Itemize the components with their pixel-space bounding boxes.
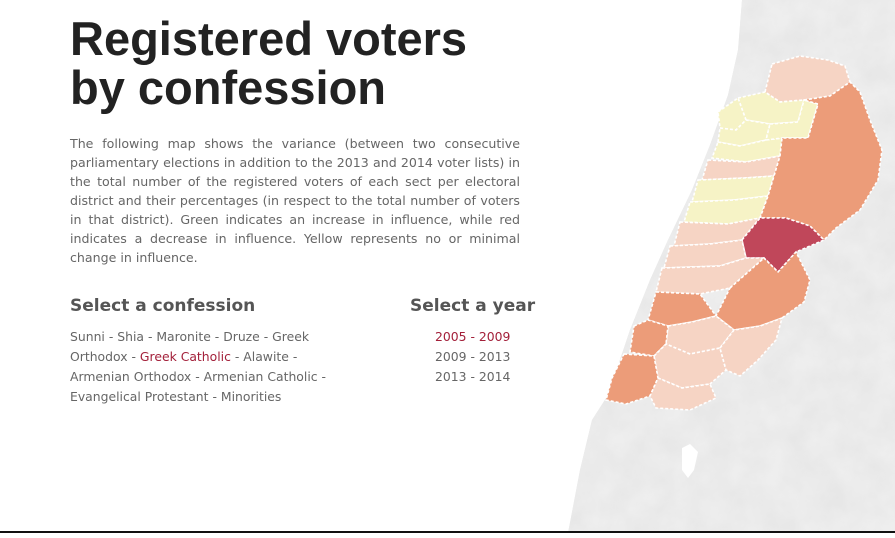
page-title: Registered voters by confession xyxy=(70,14,550,112)
district-baalbek-hermel[interactable] xyxy=(758,80,883,242)
confession-separator: - xyxy=(210,329,224,344)
confession-list: Sunni - Shia - Maronite - Druze - Greek … xyxy=(70,327,340,407)
year-option-2[interactable]: 2009 - 2013 xyxy=(435,349,511,364)
confession-armenian-catholic[interactable]: Armenian Catholic xyxy=(203,369,318,384)
confession-separator: - xyxy=(288,349,298,364)
map-description: The following map shows the variance (be… xyxy=(70,136,520,265)
year-option-3[interactable]: 2013 - 2014 xyxy=(435,369,511,384)
title-line-2: by confession xyxy=(70,61,387,114)
district-bsharri[interactable] xyxy=(764,99,819,141)
district-bint-jbeil[interactable] xyxy=(649,376,718,411)
confession-separator: - xyxy=(104,329,118,344)
confession-heading: Select a confession xyxy=(70,296,256,316)
year-heading: Select a year xyxy=(410,296,536,316)
district-group xyxy=(605,55,883,411)
confession-greek-catholic[interactable]: Greek Catholic xyxy=(139,349,231,364)
year-option-1[interactable]: 2005 - 2009 xyxy=(435,329,511,344)
district-saida[interactable] xyxy=(629,319,669,357)
confession-separator: - xyxy=(208,389,221,404)
confession-separator: - xyxy=(191,369,204,384)
confession-minorities[interactable]: Minorities xyxy=(220,389,282,404)
title-line-1: Registered voters xyxy=(70,12,468,65)
confession-sunni[interactable]: Sunni xyxy=(70,329,105,344)
map-svg xyxy=(568,0,895,533)
confession-armenian-orthodox[interactable]: Armenian Orthodox xyxy=(70,369,192,384)
confession-evangelical-protestant[interactable]: Evangelical Protestant xyxy=(70,389,209,404)
lake-shape xyxy=(682,444,698,478)
confession-greek-orthodox[interactable]: Greek Orthodox xyxy=(70,329,310,364)
confession-separator: - xyxy=(259,329,273,344)
confession-separator: - xyxy=(317,369,327,384)
confession-maronite[interactable]: Maronite xyxy=(156,329,211,344)
confession-shia[interactable]: Shia xyxy=(117,329,144,344)
lebanon-map xyxy=(560,0,895,533)
year-list: 2005 - 2009 2009 - 2013 2013 - 2014 xyxy=(435,327,510,387)
confession-separator: - xyxy=(230,349,244,364)
bottom-border xyxy=(0,531,895,533)
confession-separator: - xyxy=(127,349,140,364)
confession-separator: - xyxy=(144,329,157,344)
district-tyre[interactable] xyxy=(605,353,659,405)
district-marjayoun-hasbaya[interactable] xyxy=(719,316,784,377)
confession-alawite[interactable]: Alawite xyxy=(243,349,289,364)
district-koura[interactable] xyxy=(710,137,783,163)
confession-druze[interactable]: Druze xyxy=(223,329,260,344)
district-tripoli[interactable] xyxy=(717,96,747,131)
